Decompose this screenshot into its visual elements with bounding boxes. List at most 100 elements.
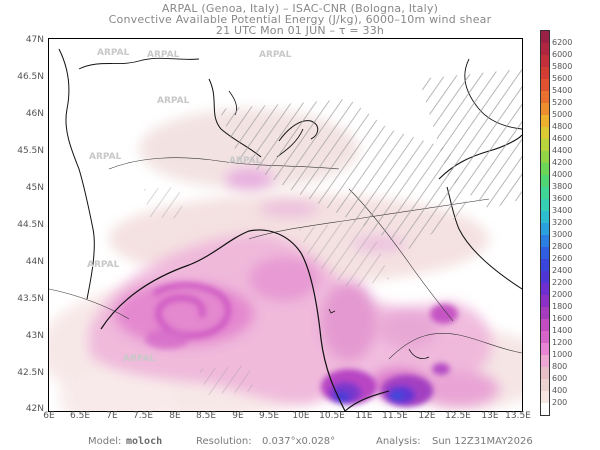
colorbar-segment <box>541 391 549 403</box>
colorbar-label: 4600 <box>552 134 573 143</box>
analysis-label: Analysis: <box>376 436 421 447</box>
colorbar-segment <box>541 283 549 295</box>
lat-label: 42.5N <box>17 368 44 378</box>
colorbar-label: 1600 <box>552 314 573 323</box>
header-agencies: ARPAL (Genoa, Italy) – ISAC-CNR (Bologna… <box>161 2 439 15</box>
watermark-text: ARPAL <box>123 354 156 364</box>
colorbar-segment <box>541 379 549 391</box>
watermark-text: ARPAL <box>87 260 120 270</box>
colorbar-label: 2400 <box>552 266 573 275</box>
lat-label: 42N <box>25 404 44 414</box>
colorbar-label: 3200 <box>552 218 573 227</box>
model-value: moloch <box>126 436 163 447</box>
colorbar-label: 4200 <box>552 158 573 167</box>
lon-label: 11.5E <box>382 411 408 421</box>
lat-label: 47N <box>25 35 44 45</box>
colorbar-label: 3400 <box>552 206 573 215</box>
colorbar-label: 5200 <box>552 98 573 107</box>
lat-label: 45.5N <box>17 146 44 156</box>
lat-label: 43.5N <box>17 294 44 304</box>
colorbar-segment <box>541 103 549 115</box>
colorbar-segment <box>541 55 549 67</box>
colorbar-label: 400 <box>552 386 568 395</box>
colorbar-label: 4400 <box>552 146 573 155</box>
colorbar-segment <box>541 355 549 367</box>
colorbar-segment <box>541 151 549 163</box>
colorbar-segment <box>541 271 549 283</box>
colorbar-label: 6200 <box>552 38 573 47</box>
watermark-text: ARPAL <box>89 152 122 162</box>
lat-label: 44N <box>25 257 44 267</box>
colorbar-segment <box>541 319 549 331</box>
chart-header: ARPAL (Genoa, Italy) – ISAC-CNR (Bologna… <box>0 3 600 36</box>
resolution-value: 0.037°x0.028° <box>262 436 336 447</box>
lon-label: 9E <box>232 411 244 421</box>
colorbar-label: 200 <box>552 398 568 407</box>
wind-shear-barbs <box>144 69 522 395</box>
lon-label: 10.5E <box>319 411 345 421</box>
colorbar-segment <box>541 343 549 355</box>
colorbar-label: 3000 <box>552 230 573 239</box>
lon-label: 8.5E <box>196 411 216 421</box>
lon-label: 11E <box>355 411 373 421</box>
analysis-value: Sun 12Z31MAY2026 <box>432 436 533 447</box>
colorbar-segment <box>541 295 549 307</box>
colorbar-label: 1000 <box>552 350 573 359</box>
watermark-text: ARPAL <box>259 50 292 60</box>
colorbar-segment <box>541 43 549 55</box>
colorbar-segment <box>541 403 549 415</box>
lon-label: 7E <box>106 411 118 421</box>
lon-label: 7.5E <box>133 411 153 421</box>
colorbar-segment <box>541 259 549 271</box>
colorbar-segment <box>541 187 549 199</box>
watermark-text: ARPAL <box>97 48 130 58</box>
colorbar-segment <box>541 331 549 343</box>
map-panel: ARPAL ARPAL ARPAL ARPAL ARPAL ARPAL ARPA… <box>48 38 523 412</box>
colorbar-label: 1200 <box>552 338 573 347</box>
colorbar-label: 1800 <box>552 302 573 311</box>
colorbar-label: 2000 <box>552 290 573 299</box>
lon-label: 10E <box>292 411 310 421</box>
lon-label: 6.5E <box>70 411 90 421</box>
colorbar-segment <box>541 127 549 139</box>
colorbar-label: 5800 <box>552 62 573 71</box>
colorbar-segment <box>541 175 549 187</box>
colorbar-segment <box>541 307 549 319</box>
lat-label: 46N <box>25 109 44 119</box>
watermark-text: ARPAL <box>157 96 190 106</box>
colorbar-label: 5400 <box>552 86 573 95</box>
colorbar-segment <box>541 31 549 43</box>
header-field-title: Convective Available Potential Energy (J… <box>108 13 492 26</box>
colorbar-label: 2200 <box>552 278 573 287</box>
colorbar-label: 800 <box>552 362 568 371</box>
cape-colorbar <box>540 30 550 416</box>
colorbar-label: 3800 <box>552 182 573 191</box>
colorbar-label: 6000 <box>552 50 573 59</box>
arpal-watermarks: ARPAL ARPAL ARPAL ARPAL ARPAL ARPAL ARPA… <box>87 48 292 364</box>
colorbar-segment <box>541 211 549 223</box>
header-valid-time: 21 UTC Mon 01 JUN – τ = 33h <box>215 24 385 37</box>
colorbar-segment <box>541 115 549 127</box>
cape-field-strong <box>145 282 458 407</box>
colorbar-segment <box>541 139 549 151</box>
lat-label: 45N <box>25 183 44 193</box>
model-label: Model: <box>88 436 122 447</box>
colorbar-label: 3600 <box>552 194 573 203</box>
colorbar-label: 4800 <box>552 122 573 131</box>
colorbar-segment <box>541 223 549 235</box>
lat-label: 43N <box>25 331 44 341</box>
colorbar-segment <box>541 235 549 247</box>
colorbar-label: 2600 <box>552 254 573 263</box>
lon-label: 6E <box>43 411 55 421</box>
colorbar-segment <box>541 199 549 211</box>
map-canvas: ARPAL ARPAL ARPAL ARPAL ARPAL ARPAL ARPA… <box>49 48 522 411</box>
lon-label: 12.5E <box>445 411 471 421</box>
lat-label: 46.5N <box>17 72 44 82</box>
colorbar-segment <box>541 367 549 379</box>
lon-label: 12E <box>418 411 436 421</box>
watermark-text: ARPAL <box>229 156 262 166</box>
colorbar-segment <box>541 79 549 91</box>
lon-label: 13E <box>481 411 499 421</box>
watermark-text: ARPAL <box>147 50 180 60</box>
colorbar-segment <box>541 247 549 259</box>
